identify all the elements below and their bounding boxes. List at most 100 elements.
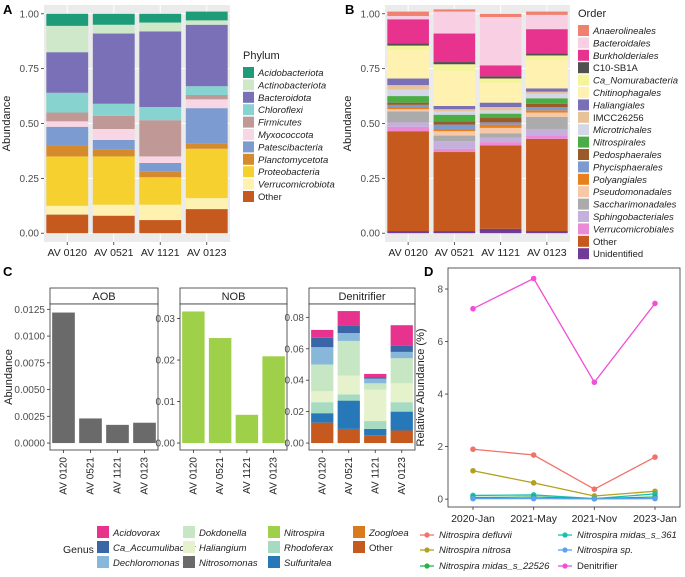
bar-segment-other — [92, 215, 135, 234]
bar-segment-polyangiales — [387, 107, 429, 110]
plot-frame — [447, 267, 681, 508]
legend-swatch-other — [353, 541, 365, 553]
data-point-nitrospira-defluvii — [652, 454, 658, 460]
x-tick-label: AV 0521 — [435, 247, 475, 259]
y-axis-label: Abundance — [342, 96, 354, 152]
bar-segment-actinobacteriota — [46, 25, 89, 53]
y-tick-label: 0.0125 — [14, 305, 45, 316]
bar-segment-polyangiales — [479, 124, 522, 128]
bar-segment-sphingobacteriales — [526, 128, 568, 136]
bar-segment-pedosphaerales — [433, 121, 476, 125]
legend-label-chloroflexi: Chloroflexi — [258, 105, 304, 116]
legend-label-nitrosomonas: Nitrosomonas — [199, 558, 258, 569]
bar-segment-anaerolineales — [387, 11, 429, 16]
panel-d: 0 2 4 6 8 2020-Jan 2021-May 2021-Nov 2023-Jan Rel… — [415, 267, 681, 572]
bar-segment-patescibacteria — [92, 139, 135, 150]
bar-segment-microtrichales — [433, 111, 476, 115]
y-tick-label: 0.00 — [285, 439, 305, 450]
legend-swatch-phycisphaerales — [578, 161, 589, 173]
legend-swatch-imcc26256 — [578, 111, 589, 123]
legend-label-firmicutes: Firmicutes — [258, 118, 302, 129]
legend-label-c10-sb1a: C10-SB1A — [593, 63, 639, 74]
bar-segment-saccharimonadales — [433, 135, 476, 142]
panel-label-c: C — [3, 264, 13, 279]
bar-segment-planctomycetota — [46, 145, 89, 157]
x-tick-label: 2021-Nov — [572, 513, 618, 525]
bar-segment-other — [433, 152, 476, 232]
legend-series: Nitrospira defluvii Nitrospira midas_s_36… — [420, 530, 677, 572]
bar-segment-other — [139, 220, 182, 234]
data-point-nitrospira-sp — [470, 495, 476, 502]
legend-marker-nitrospira-defluvii — [424, 532, 430, 538]
bar-segment-ca-nomurabacteria — [479, 78, 522, 83]
legend-label-polyangiales: Polyangiales — [593, 175, 647, 186]
bar-segment-sulfuritalea — [390, 411, 413, 431]
bar-segment-myxococcota — [185, 99, 228, 109]
bar-segment-haliangium — [337, 375, 360, 395]
bar-segment-unidentified — [387, 231, 429, 234]
bar-segment-bacteroidota — [92, 33, 135, 104]
bar-segment-chitinophagales — [526, 59, 568, 89]
legend-label-imcc26256: IMCC26256 — [593, 113, 644, 124]
bar-segment-nitrosomonas — [133, 422, 156, 444]
bar-segment-nitrospirales — [433, 114, 476, 122]
bar-segment-ca-accumulibacter — [364, 377, 387, 379]
y-tick-label: 0.0025 — [14, 412, 45, 423]
legend-label-unidentified: Unidentified — [593, 249, 643, 260]
legend-label-other: Other — [369, 543, 393, 554]
bar-segment-chloroflexi — [185, 86, 228, 95]
legend-swatch-ca-accumulibacter — [97, 541, 109, 553]
bar-segment-other — [387, 131, 429, 232]
x-tick-label: 2020-Jan — [451, 513, 495, 525]
bar-segment-planctomycetota — [92, 149, 135, 157]
bar-segment-acidobacteriota — [92, 13, 135, 25]
y-tick-label: 4 — [437, 390, 443, 401]
bar-segment-ca-nomurabacteria — [387, 45, 429, 50]
bar-segment-other — [311, 422, 334, 444]
y-tick-label: 0.75 — [361, 64, 381, 75]
bar-segment-dokdonella — [311, 364, 334, 392]
bar-segment-saccharimonadales — [387, 111, 429, 123]
bar-segment-chitinophagales — [479, 82, 522, 103]
bar-segment-acidovorax — [337, 311, 360, 326]
legend-swatch-pseudomonadales — [578, 186, 589, 198]
bar-segment-patescibacteria — [185, 108, 228, 144]
bar-segment-imcc26256 — [387, 85, 429, 90]
bar-segment-polyangiales — [526, 110, 568, 113]
bar-segment-sphingobacteriales — [479, 137, 522, 143]
legend-swatch-c10-sb1a — [578, 62, 589, 74]
bar-segment-nitrospira — [235, 414, 259, 444]
bar-segment-firmicutes — [139, 120, 182, 157]
bar-segment-acidobacteriota — [46, 13, 89, 26]
legend-label-pedosphaerales: Pedosphaerales — [593, 150, 662, 161]
data-point-nitrospira-nitrosa — [530, 480, 537, 486]
x-tick-label: AV 0120 — [388, 247, 428, 259]
legend-swatch-zoogloea — [353, 526, 365, 538]
data-point-denitrifier — [530, 275, 537, 282]
bar-segment-acidobacteriota — [139, 13, 182, 23]
x-tick-label: AV 1121 — [242, 457, 253, 494]
bar-segment-actinobacteriota — [139, 22, 182, 32]
bar-segment-ca-nomurabacteria — [526, 55, 568, 60]
bar-segment-anaerolineales — [433, 9, 476, 12]
legend-label-nitrospirales: Nitrospirales — [593, 138, 646, 149]
legend-swatch-acidovorax — [97, 526, 109, 538]
bar-segment-bacteroidales — [479, 17, 522, 66]
bar-segment-ca-nomurabacteria — [433, 64, 476, 71]
y-tick-label: 0.00 — [361, 229, 381, 240]
legend-label-chitinophagales: Chitinophagales — [593, 88, 661, 99]
bar-segment-saccharimonadales — [479, 133, 522, 138]
legend-swatch-planctomycetota — [243, 153, 254, 165]
bar-segment-other — [185, 209, 228, 234]
legend-swatch-other — [243, 191, 254, 202]
legend-label-nitrospira-sp: Nitrospira sp. — [577, 545, 633, 556]
bar-segment-nitrospira — [182, 311, 205, 444]
bar-segment-phycisphaerales — [433, 124, 476, 129]
y-tick-label: 0.0100 — [14, 332, 45, 343]
y-tick-label: 0.25 — [361, 174, 381, 185]
y-tick-label: 0.50 — [20, 119, 40, 130]
bar-segment-patescibacteria — [46, 126, 89, 146]
legend-swatch-verrucomicrobiales — [578, 223, 589, 235]
y-axis-label: Abundance — [1, 96, 13, 152]
x-tick-label: AV 0120 — [188, 457, 199, 495]
